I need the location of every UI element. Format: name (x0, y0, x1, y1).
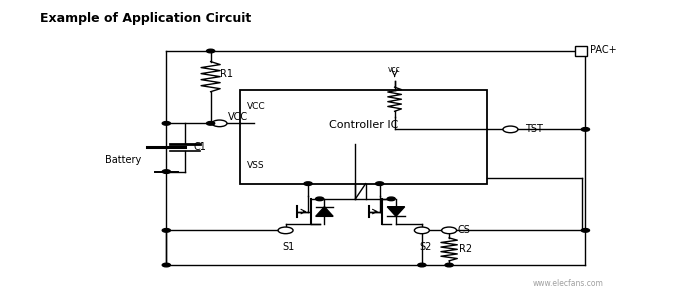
Circle shape (414, 227, 429, 234)
Text: www.elecfans.com: www.elecfans.com (533, 279, 604, 288)
Circle shape (376, 182, 384, 185)
Text: PAC+: PAC+ (589, 45, 616, 55)
Circle shape (445, 263, 453, 267)
Circle shape (207, 122, 215, 125)
Text: Controller IC: Controller IC (328, 120, 398, 130)
Polygon shape (316, 207, 333, 216)
Circle shape (162, 170, 170, 173)
Text: C1: C1 (194, 142, 207, 153)
Text: vcc: vcc (388, 64, 401, 74)
Circle shape (581, 228, 589, 232)
Circle shape (278, 227, 293, 234)
Text: Battery: Battery (105, 154, 142, 165)
Circle shape (207, 49, 215, 53)
Text: Example of Application Circuit: Example of Application Circuit (41, 12, 251, 25)
Text: S2: S2 (419, 243, 431, 252)
Bar (575, 46, 587, 56)
Circle shape (162, 228, 170, 232)
Circle shape (315, 197, 324, 201)
Polygon shape (387, 207, 405, 216)
Circle shape (162, 263, 170, 267)
Circle shape (418, 263, 426, 267)
Text: R2: R2 (459, 244, 472, 255)
Circle shape (503, 126, 518, 133)
Circle shape (387, 197, 395, 201)
Text: VSS: VSS (247, 161, 264, 170)
Circle shape (442, 227, 457, 234)
Circle shape (212, 120, 227, 127)
Text: S1: S1 (283, 243, 295, 252)
Text: VCC: VCC (228, 112, 249, 122)
Circle shape (162, 122, 170, 125)
Circle shape (581, 128, 589, 131)
Circle shape (304, 182, 312, 185)
Text: TST: TST (526, 124, 543, 134)
Text: CS: CS (458, 225, 470, 235)
Bar (240, 90, 486, 184)
Text: VCC: VCC (247, 102, 265, 111)
Text: R1: R1 (220, 69, 233, 79)
